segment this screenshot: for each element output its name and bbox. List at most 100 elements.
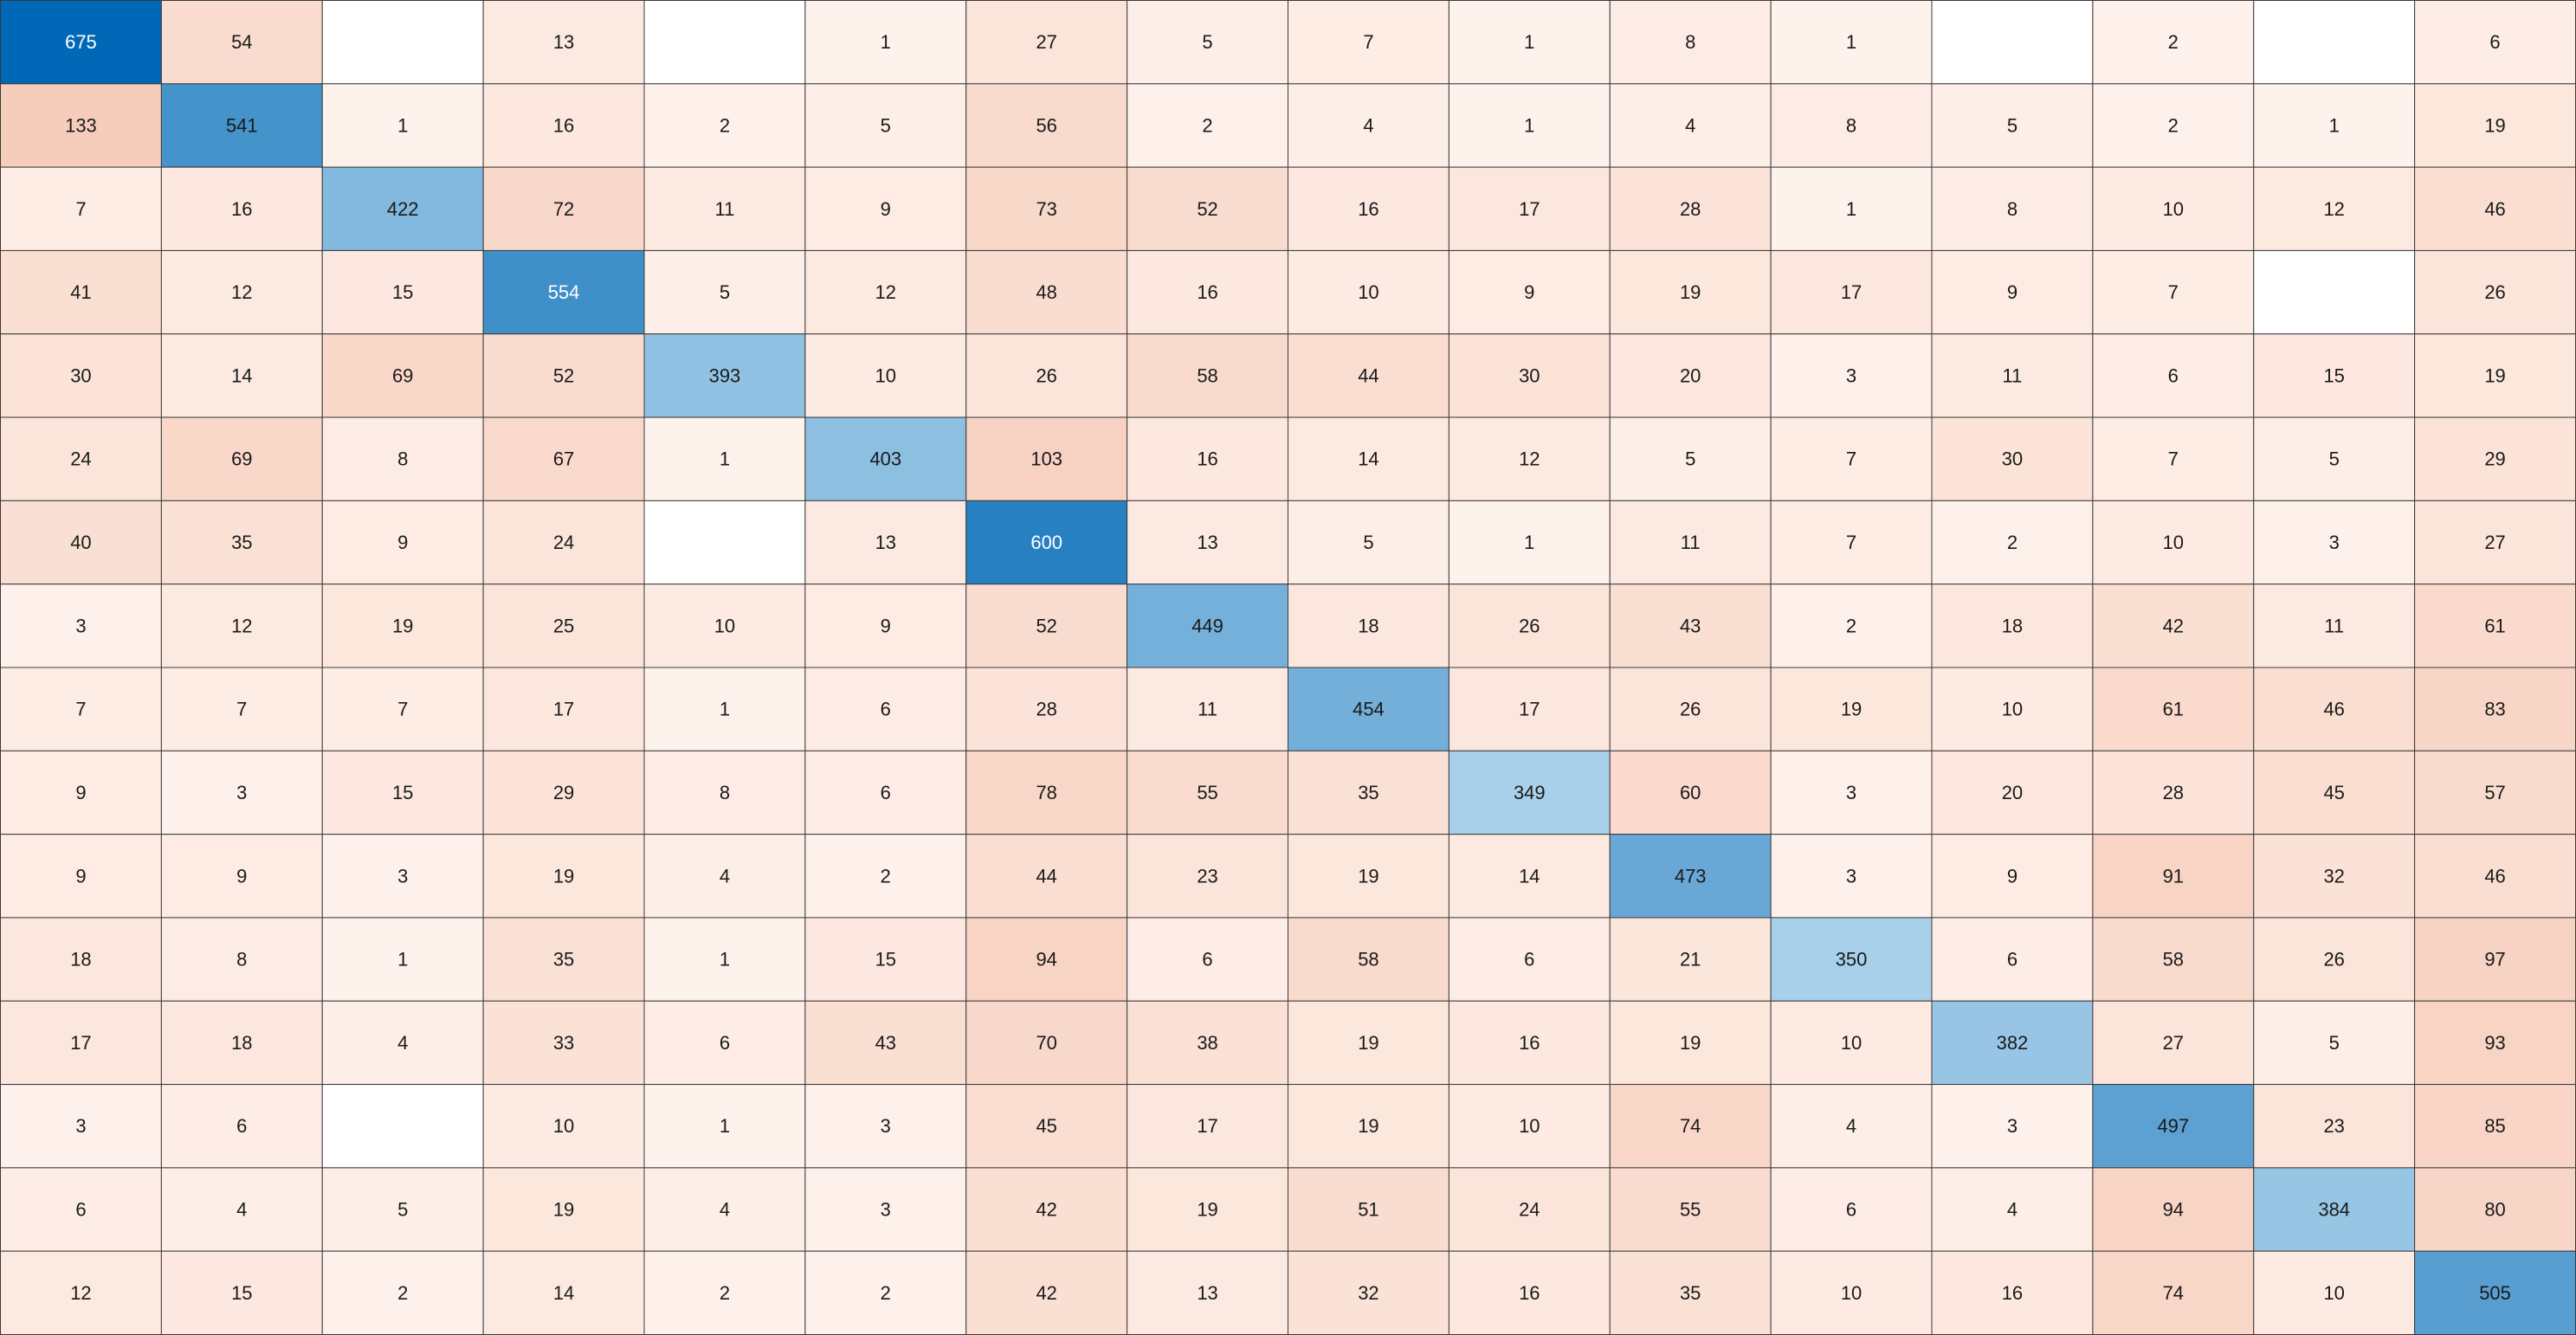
- heatmap-cell-r9-c3: [482, 750, 645, 835]
- cell-value-label: 16: [553, 114, 574, 136]
- cell-value-label: 10: [875, 364, 896, 386]
- cell-value-label: 18: [70, 949, 91, 971]
- heatmap-cell-r6-c2: [321, 500, 484, 585]
- cell-value-label: 1: [1524, 114, 1534, 136]
- heatmap-cell-r6-c7: [1127, 500, 1289, 585]
- heatmap-cell-r0-c5: [804, 0, 967, 85]
- cell-value-label: 2: [881, 1282, 891, 1304]
- cell-value-label: 74: [2163, 1282, 2184, 1304]
- heatmap-cell-r13-c10: [1609, 1084, 1772, 1169]
- heatmap-cell-r2-c15: [2414, 166, 2576, 251]
- cell-value-label: 94: [1036, 949, 1056, 971]
- cell-value-label: 5: [2329, 1032, 2340, 1054]
- heatmap-cell-r5-c5: [804, 416, 967, 501]
- heatmap-cell-r6-c9: [1448, 500, 1611, 585]
- heatmap-cell-r10-c3: [482, 834, 645, 919]
- cell-value-label: 24: [70, 448, 91, 470]
- heatmap-cell-r1-c14: [2253, 83, 2416, 168]
- cell-value-label: 1: [1524, 31, 1534, 53]
- heatmap-cell-r12-c0: [0, 1000, 162, 1086]
- cell-value-label: 26: [2484, 281, 2505, 303]
- heatmap-cell-r14-c12: [1931, 1167, 2094, 1252]
- cell-value-label: 9: [2007, 865, 2018, 887]
- heatmap-cell-r7-c6: [965, 584, 1128, 668]
- cell-value-label: 8: [1685, 31, 1695, 53]
- cell-value-label: 14: [553, 1282, 574, 1304]
- heatmap-cell-r10-c0: [0, 834, 162, 919]
- cell-value-label: 3: [75, 1115, 86, 1137]
- heatmap-cell-r12-c14: [2253, 1000, 2416, 1086]
- heatmap-cell-r13-c7: [1127, 1084, 1289, 1169]
- heatmap-cell-r14-c11: [1770, 1167, 1933, 1252]
- heatmap-cell-r0-c2: [321, 0, 484, 85]
- heatmap-cell-r4-c13: [2092, 333, 2255, 418]
- heatmap-cell-r4-c3: [482, 333, 645, 418]
- heatmap-cell-r2-c13: [2092, 166, 2255, 251]
- heatmap-cell-r14-c5: [804, 1167, 967, 1252]
- heatmap-cell-r1-c1: [160, 83, 323, 168]
- heatmap-cell-r14-c3: [482, 1167, 645, 1252]
- heatmap-cell-r13-c14: [2253, 1084, 2416, 1169]
- heatmap-cell-r10-c12: [1931, 834, 2094, 919]
- heatmap-cell-r1-c3: [482, 83, 645, 168]
- cell-value-label: 5: [881, 114, 891, 136]
- cell-value-label: 4: [1685, 114, 1695, 136]
- heatmap-cell-r0-c11: [1770, 0, 1933, 85]
- cell-value-label: 19: [1841, 699, 1862, 720]
- heatmap-cell-r7-c0: [0, 584, 162, 668]
- heatmap-cell-r4-c14: [2253, 333, 2416, 418]
- heatmap-cell-r9-c14: [2253, 750, 2416, 835]
- cell-value-label: 27: [2484, 532, 2505, 553]
- cell-value-label: 27: [1036, 31, 1056, 53]
- cell-value-label: 55: [1197, 782, 1217, 803]
- cell-value-label: 7: [1846, 532, 1856, 553]
- cell-value-label: 42: [1036, 1199, 1056, 1221]
- heatmap-cell-r13-c9: [1448, 1084, 1611, 1169]
- heatmap-cell-r6-c3: [482, 500, 645, 585]
- heatmap-cell-r8-c13: [2092, 667, 2255, 751]
- cell-value-label: 12: [2323, 198, 2344, 220]
- heatmap-cell-r11-c15: [2414, 917, 2576, 1002]
- cell-value-label: 3: [881, 1115, 891, 1137]
- heatmap-cell-r3-c2: [321, 249, 484, 335]
- heatmap-cell-r11-c4: [643, 917, 806, 1002]
- cell-value-label: 60: [1680, 782, 1701, 803]
- cell-value-label: 97: [2484, 949, 2505, 971]
- heatmap-cell-r4-c11: [1770, 333, 1933, 418]
- cell-value-label: 4: [1846, 1115, 1856, 1137]
- cell-value-label: 14: [231, 364, 252, 386]
- cell-value-label: 473: [1675, 865, 1707, 887]
- heatmap-cell-r13-c2: [321, 1084, 484, 1169]
- heatmap-cell-r9-c10: [1609, 750, 1772, 835]
- heatmap-cell-r3-c0: [0, 249, 162, 335]
- cell-value-label: 8: [2007, 198, 2018, 220]
- cell-value-label: 505: [2479, 1282, 2511, 1304]
- cell-value-label: 10: [1358, 281, 1378, 303]
- heatmap-cell-r14-c14: [2253, 1167, 2416, 1252]
- cell-value-label: 32: [2323, 865, 2344, 887]
- cell-value-label: 16: [1358, 198, 1378, 220]
- heatmap-cell-r6-c14: [2253, 500, 2416, 585]
- cell-value-label: 42: [1036, 1282, 1056, 1304]
- cell-value-label: 12: [1519, 448, 1540, 470]
- cell-value-label: 33: [553, 1032, 574, 1054]
- cell-value-label: 25: [553, 615, 574, 636]
- cell-value-label: 3: [1846, 865, 1856, 887]
- heatmap-cell-r8-c15: [2414, 667, 2576, 751]
- heatmap-cell-r1-c6: [965, 83, 1128, 168]
- cell-value-label: 9: [236, 865, 247, 887]
- cell-value-label: 3: [2329, 532, 2340, 553]
- cell-value-label: 2: [2168, 31, 2179, 53]
- cell-value-label: 10: [2323, 1282, 2344, 1304]
- cell-value-label: 10: [2163, 198, 2184, 220]
- heatmap-cell-r3-c13: [2092, 249, 2255, 335]
- cell-value-label: 19: [392, 615, 413, 636]
- cell-value-label: 384: [2318, 1199, 2350, 1221]
- cell-value-label: 23: [2323, 1115, 2344, 1137]
- cell-value-label: 19: [1358, 865, 1378, 887]
- cell-value-label: 46: [2484, 865, 2505, 887]
- heatmap-cell-r11-c14: [2253, 917, 2416, 1002]
- heatmap-cell-r15-c8: [1288, 1250, 1449, 1335]
- cell-value-label: 1: [1846, 31, 1856, 53]
